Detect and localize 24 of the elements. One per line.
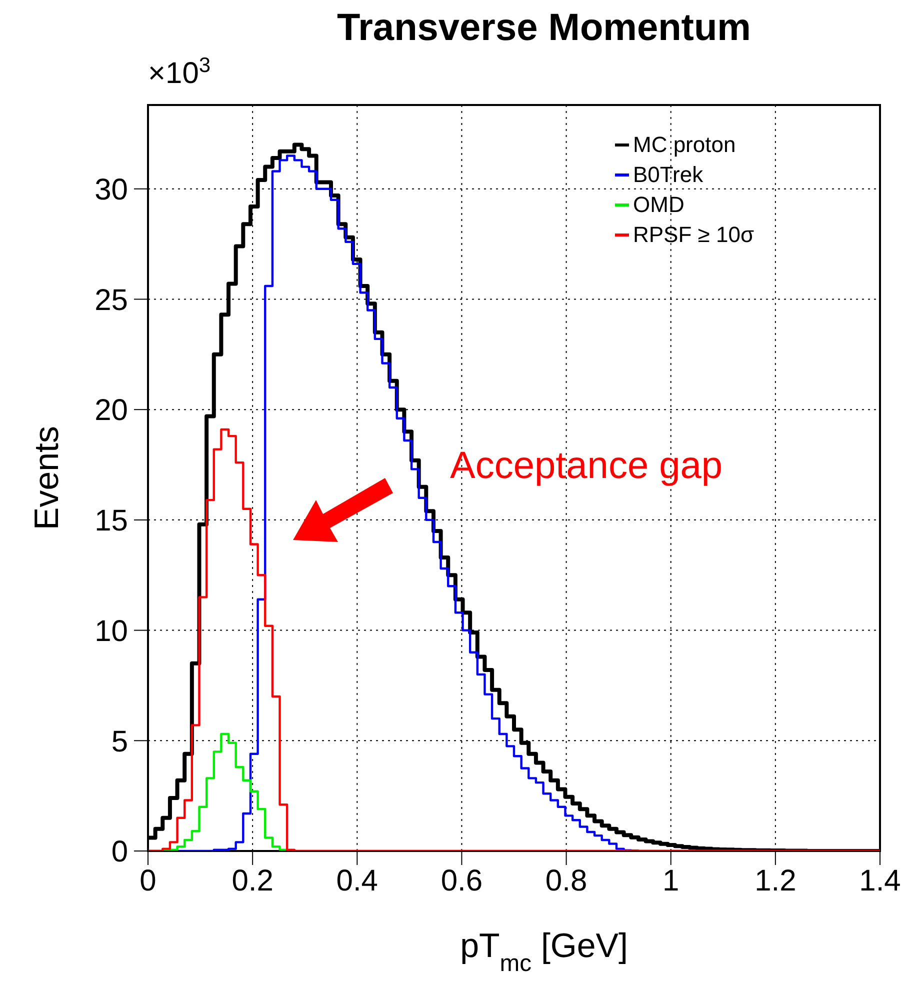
x-tick-label: 0.8 (545, 864, 588, 898)
x-tick-label: 0.4 (336, 864, 378, 898)
chart-title: Transverse Momentum (337, 7, 751, 49)
legend-label: MC proton (633, 132, 736, 157)
y-axis-title: Events (28, 426, 66, 530)
y-tick-label: 20 (94, 394, 128, 428)
x-tick-label: 0.2 (232, 864, 274, 898)
legend-label: OMD (633, 192, 684, 217)
x-tick-label: 1.4 (859, 864, 901, 898)
y-tick-label: 15 (94, 504, 128, 538)
annotation: Acceptance gap (450, 445, 723, 487)
y-tick-label: 5 (111, 725, 128, 758)
x-axis-title: pT$_{mc}$ [GeV] (460, 927, 628, 976)
text: ×10$^{3}$ (148, 54, 211, 90)
y-tick-label: 30 (94, 174, 128, 207)
y-tick-label: 0 (111, 836, 128, 869)
y-tick-label: 10 (94, 614, 128, 648)
legend-label: RPSF ≥ 10σ (633, 222, 754, 247)
y-tick-label: 25 (94, 284, 128, 317)
x-tick-label: 1.2 (754, 864, 796, 898)
x-tick-label: 0.6 (440, 864, 483, 898)
legend-label: B0Trek (633, 162, 704, 187)
x-tick-label: 1 (662, 864, 680, 898)
x-tick-label: 0 (140, 864, 156, 898)
